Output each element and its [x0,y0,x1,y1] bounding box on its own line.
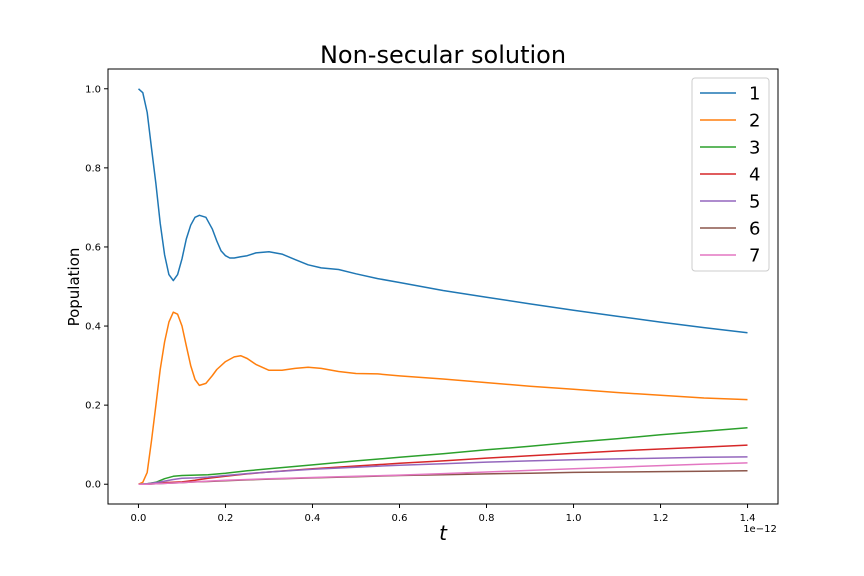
legend: 1 2 3 4 5 6 7 [691,77,770,272]
legend-label-7: 7 [749,246,760,267]
y-tick-label: 0.0 [85,480,101,491]
x-tick-label: 1.2 [653,513,669,524]
y-axis: 0.0 0.2 0.4 0.6 0.8 1.0 [85,84,108,491]
y-tick-label: 0.4 [85,322,101,333]
legend-label-3: 3 [749,138,760,159]
x-tick-label: 0.2 [218,513,234,524]
y-tick-label: 0.8 [85,163,101,174]
y-tick-label: 0.2 [85,401,101,412]
series-line-1 [137,88,748,334]
x-tick-label: 0.8 [479,513,495,524]
legend-label-6: 6 [749,219,760,240]
series-line-7 [138,462,748,485]
series-layer [137,88,748,485]
x-tick-label: 1.0 [566,513,582,524]
x-axis-offset-label: 1e−12 [743,524,777,535]
x-tick-label: 1.4 [740,513,756,524]
series-line-2 [138,311,748,485]
plot-frame [107,68,779,505]
y-tick-label: 0.6 [85,242,101,253]
legend-label-5: 5 [749,192,760,213]
legend-label-4: 4 [749,165,760,186]
legend-label-2: 2 [749,111,760,132]
series-line-3 [138,426,748,485]
x-tick-label: 0.4 [305,513,321,524]
x-tick-label: 0.6 [392,513,408,524]
series-line-5 [138,456,748,485]
x-axis-title: t [439,521,448,545]
y-axis-title: Population [65,248,83,327]
x-axis: 0.0 0.2 0.4 0.6 0.8 1.0 1.2 1.4 [131,504,756,524]
legend-label-1: 1 [749,84,760,105]
y-tick-label: 1.0 [85,84,101,95]
chart-title: Non-secular solution [320,41,566,69]
x-tick-label: 0.0 [131,513,147,524]
